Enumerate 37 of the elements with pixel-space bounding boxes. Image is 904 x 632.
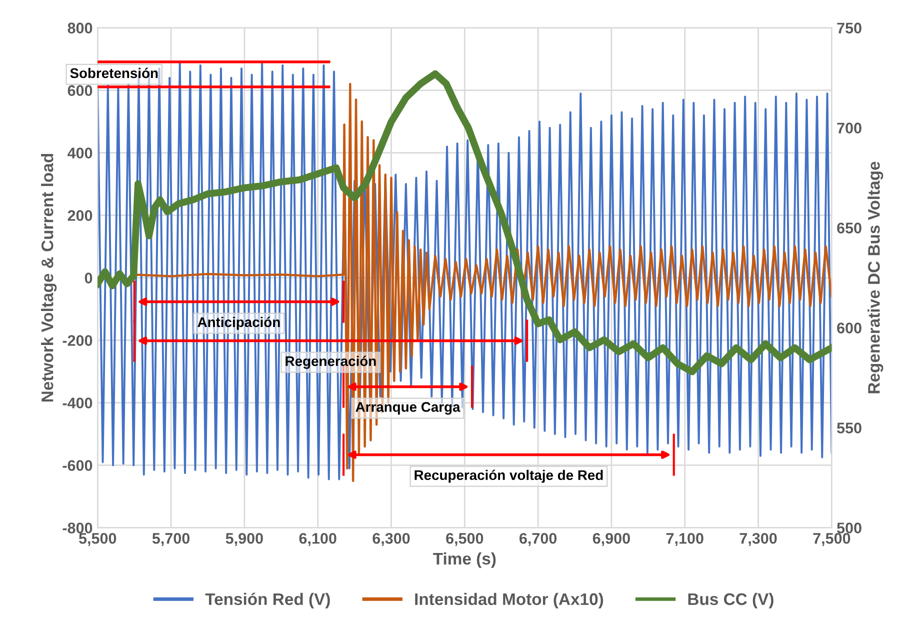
- y-tick-label: -800: [62, 522, 92, 534]
- y-tick-label: 200: [68, 210, 92, 221]
- x-tick-label: 5,700: [152, 532, 190, 546]
- annotation: Regeneración: [286, 356, 376, 369]
- y2-tick-label: 650: [837, 222, 862, 234]
- x-tick-label: 5,900: [226, 532, 263, 546]
- x-tick-label: 6,300: [372, 532, 410, 546]
- x-tick-label: 6,100: [299, 532, 336, 546]
- y-axis-title: Network Voltage & Current load: [41, 154, 57, 402]
- ref-line-label: Sobretensión: [70, 68, 158, 78]
- y2-tick-label: 500: [837, 522, 862, 534]
- y2-tick-label: 550: [837, 422, 862, 434]
- x-tick-label: 7,500: [813, 532, 850, 546]
- y2-tick-label: 700: [837, 122, 862, 134]
- annotation: Recuperación voltaje de Red: [414, 470, 603, 483]
- x-axis-title: Time (s): [433, 552, 496, 568]
- y2-axis-title: Regenerative DC Bus Voltage: [868, 162, 884, 394]
- legend-label: Tensión Red (V): [205, 592, 330, 608]
- y-tick-label: -400: [62, 398, 92, 408]
- y2-tick-label: 750: [837, 22, 862, 34]
- y-tick-label: -600: [62, 460, 92, 471]
- legend-label: Bus CC (V): [688, 592, 774, 608]
- y-tick-label: 800: [68, 22, 92, 34]
- x-tick-label: 7,100: [666, 532, 704, 546]
- annotation: Anticipación: [198, 316, 280, 330]
- x-tick-label: 6,900: [592, 532, 630, 546]
- x-tick-label: 6,500: [446, 532, 484, 546]
- y-tick-label: 600: [68, 85, 92, 96]
- legend-label: Intensidad Motor (Ax10): [415, 592, 604, 608]
- y2-tick-label: 600: [837, 322, 862, 334]
- annotation: Arranque Carga: [356, 402, 460, 415]
- x-tick-label: 6,700: [520, 532, 557, 546]
- y-tick-label: -200: [62, 335, 92, 346]
- y-tick-label: 400: [68, 148, 92, 158]
- x-tick-label: 7,300: [740, 532, 777, 546]
- x-tick-label: 5,500: [78, 532, 116, 546]
- y-tick-label: 0: [84, 272, 92, 284]
